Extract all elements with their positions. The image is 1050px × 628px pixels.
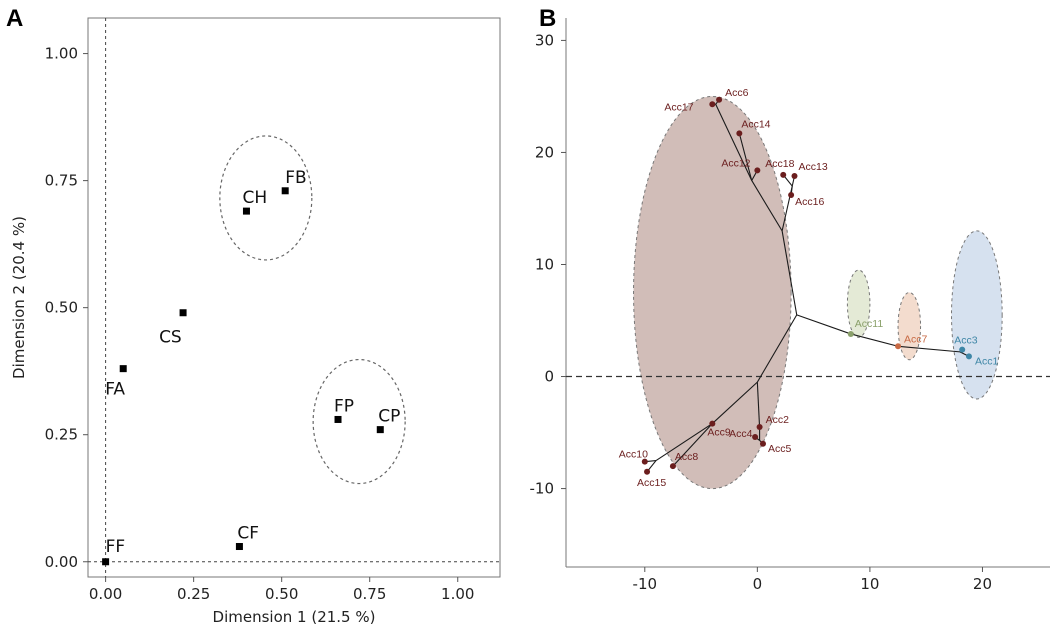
x-tick-label: 1.00 <box>441 585 474 603</box>
data-point <box>281 187 289 195</box>
leaf-point <box>847 330 854 337</box>
leaf-point <box>791 172 798 179</box>
y-axis-label: Dimension 2 (20.4 %) <box>10 216 28 379</box>
y-tick-label: 1.00 <box>45 45 78 63</box>
cluster-ellipse <box>897 292 922 361</box>
leaf-label: Acc11 <box>855 318 884 330</box>
data-point <box>334 415 342 423</box>
leaf-point <box>716 96 723 103</box>
leaf-point <box>780 171 787 178</box>
x-tick-label: -10 <box>633 575 658 593</box>
leaf-label: Acc9 <box>707 427 731 439</box>
y-tick-label: 30 <box>535 31 554 49</box>
leaf-label: Acc6 <box>725 87 749 99</box>
plot-frame <box>87 17 501 578</box>
leaf-label: Acc18 <box>765 158 794 170</box>
x-tick-label: 20 <box>973 575 992 593</box>
panel-label-b: B <box>539 5 556 32</box>
leaf-label: Acc4 <box>729 428 753 440</box>
data-point <box>102 558 110 566</box>
tree-branch <box>756 382 761 429</box>
leaf-label: Acc16 <box>795 196 824 208</box>
x-tick-label: 0.50 <box>265 585 298 603</box>
panel-label-a: A <box>6 5 23 32</box>
cluster-ellipse <box>633 95 792 490</box>
leaf-point <box>895 343 902 350</box>
data-point <box>179 309 187 317</box>
x-axis-label: Dimension 1 (21.5 %) <box>213 608 376 626</box>
leaf-label: Acc8 <box>675 451 699 463</box>
leaf-label: Acc12 <box>721 157 750 169</box>
cluster-ellipse <box>312 358 406 485</box>
point-label: FF <box>106 537 126 557</box>
point-label: CP <box>378 407 400 427</box>
leaf-label: Acc7 <box>904 333 928 345</box>
x-tick-label: 0 <box>753 575 763 593</box>
leaf-point <box>709 420 716 427</box>
y-tick-label: 0.50 <box>45 299 78 317</box>
leaf-point <box>644 468 651 475</box>
y-tick-label: 0.75 <box>45 172 78 190</box>
leaf-point <box>756 423 763 430</box>
leaf-point <box>641 458 648 465</box>
tree-branch <box>850 333 899 347</box>
leaf-label: Acc5 <box>768 443 792 455</box>
y-tick-label: 0.25 <box>45 426 78 444</box>
leaf-point <box>709 101 716 108</box>
point-label: FA <box>105 380 125 400</box>
tree-branch <box>897 345 961 353</box>
x-tick-label: 0.75 <box>353 585 386 603</box>
tree-branch <box>672 423 713 467</box>
cluster-ellipse <box>846 269 871 338</box>
y-tick-label: 0 <box>544 368 554 386</box>
point-label: FP <box>334 396 354 416</box>
leaf-label: Acc1 <box>975 355 999 367</box>
point-label: CF <box>237 524 259 544</box>
leaf-label: Acc3 <box>954 335 978 347</box>
leaf-label: Acc15 <box>637 477 666 489</box>
leaf-point <box>759 440 766 447</box>
y-tick-label: -10 <box>530 480 555 498</box>
tree-branch <box>796 314 851 335</box>
data-point <box>376 426 384 434</box>
data-point <box>235 543 243 551</box>
cluster-ellipse <box>951 230 1003 400</box>
x-tick-label: 0.00 <box>89 585 122 603</box>
data-point <box>242 207 250 215</box>
y-tick-label: 10 <box>535 255 554 273</box>
point-label: CH <box>242 188 267 208</box>
leaf-point <box>736 130 743 137</box>
leaf-point <box>788 192 795 199</box>
panel-b: B -10 0 10 20 -10 0 10 20 30 Acc1 Acc2 Acc3 Acc4 Acc5 A… <box>530 5 1050 593</box>
point-label: FB <box>285 168 306 188</box>
tree-branch <box>655 423 713 462</box>
tree-branch <box>781 230 798 316</box>
leaf-point <box>754 167 761 174</box>
cluster-ellipse <box>219 135 313 261</box>
leaf-label: Acc14 <box>741 118 770 130</box>
tree-branch <box>751 180 783 232</box>
leaf-point <box>959 346 966 353</box>
leaf-point <box>752 434 759 441</box>
y-tick-label: 20 <box>535 143 554 161</box>
panel-a: A 0.00 0.25 0.50 0.75 1.00 0.00 0.25 0.50 0.75 1.0… <box>6 5 501 626</box>
leaf-label: Acc2 <box>766 414 790 426</box>
leaf-point <box>965 353 972 360</box>
leaf-label: Acc10 <box>619 449 648 461</box>
point-label: CS <box>159 328 182 348</box>
leaf-label: Acc17 <box>664 101 693 113</box>
leaf-point <box>669 463 676 470</box>
tree-branch <box>738 133 753 181</box>
leaf-label: Acc13 <box>798 161 827 173</box>
tree-branch <box>711 381 758 424</box>
y-tick-label: 0.00 <box>45 553 78 571</box>
data-point <box>119 365 127 373</box>
x-tick-label: 0.25 <box>177 585 210 603</box>
tree-branch <box>756 314 798 383</box>
x-tick-label: 10 <box>860 575 879 593</box>
tree-branch <box>715 104 753 181</box>
